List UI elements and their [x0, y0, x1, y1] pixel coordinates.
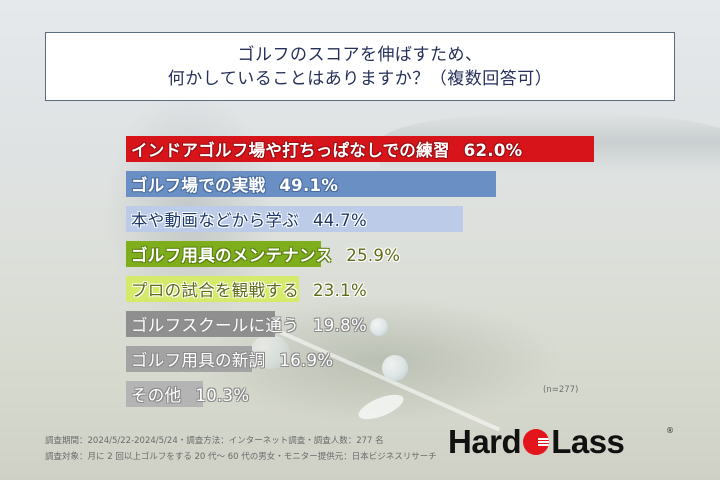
- bar: [126, 276, 299, 302]
- bar-label: ゴルフ場での実戦 49.1%: [126, 172, 338, 196]
- bar: [126, 241, 321, 267]
- bar-row: 本や動画などから学ぶ 44.7%: [126, 206, 463, 232]
- bar-row: その他 10.3%: [126, 381, 249, 407]
- bar-value: 44.7%: [313, 211, 367, 230]
- question-title-box: ゴルフのスコアを伸ばすため、 何かしていることはありますか？（複数回答可）: [45, 32, 675, 101]
- hardlass-logo: Hard Lass: [448, 423, 625, 460]
- bar-category: ゴルフスクールに通う: [131, 316, 299, 335]
- bar-category: その他: [131, 386, 182, 405]
- bar-value: 10.3%: [195, 386, 250, 405]
- bar-label: 本や動画などから学ぶ 44.7%: [126, 207, 367, 231]
- bar-row: プロの試合を観戦する 23.1%: [126, 276, 367, 302]
- bar-value: 62.0%: [463, 141, 523, 160]
- bar-label: その他 10.3%: [126, 382, 249, 406]
- bar-row: ゴルフ場での実戦 49.1%: [126, 171, 496, 197]
- golf-ball: [370, 318, 388, 336]
- logo-red-ball-icon: [523, 429, 550, 455]
- bar-label: ゴルフスクールに通う 19.8%: [126, 312, 367, 336]
- bar-category: 本や動画などから学ぶ: [131, 211, 299, 230]
- bar-value: 49.1%: [279, 176, 339, 195]
- bar-label: プロの試合を観戦する 23.1%: [126, 277, 367, 301]
- bar-value: 16.9%: [279, 351, 334, 370]
- bar-row: インドアゴルフ場や打ちっぱなしでの練習 62.0%: [126, 136, 594, 162]
- survey-target-note: 調査対象：月に 2 回以上ゴルフをする 20 代～ 60 代の男女・モニター提供…: [45, 452, 437, 462]
- bar: [126, 206, 463, 232]
- bar-value: 19.8%: [313, 316, 367, 335]
- golf-club-head: [355, 389, 407, 425]
- bar-category: ゴルフ用具のメンテナンス: [131, 246, 333, 265]
- bar: [126, 381, 203, 407]
- bar-value: 25.9%: [346, 246, 401, 265]
- survey-period-note: 調査期間：2024/5/22-2024/5/24・調査方法：インターネット調査・…: [45, 436, 384, 446]
- bar-row: ゴルフ用具のメンテナンス 25.9%: [126, 241, 400, 267]
- question-title-line-2: 何かしていることはありますか？（複数回答可）: [167, 68, 553, 89]
- bar-row: ゴルフ用具の新調 16.9%: [126, 346, 333, 372]
- bar-label: インドアゴルフ場や打ちっぱなしでの練習 62.0%: [126, 137, 522, 161]
- golf-ball: [382, 355, 408, 381]
- bar: [126, 171, 496, 197]
- logo-text-left: Hard: [448, 423, 522, 460]
- logo-text-right: Lass: [551, 423, 625, 460]
- bar: [126, 136, 594, 162]
- question-title-line-1: ゴルフのスコアを伸ばすため、: [237, 44, 483, 65]
- bar-category: インドアゴルフ場や打ちっぱなしでの練習: [131, 141, 450, 160]
- bar-label: ゴルフ用具の新調 16.9%: [126, 347, 333, 371]
- bar-category: プロの試合を観戦する: [131, 281, 299, 300]
- bar-label: ゴルフ用具のメンテナンス 25.9%: [126, 242, 400, 266]
- sample-size-note: (n=277): [543, 385, 579, 395]
- bar-category: ゴルフ用具の新調: [131, 351, 266, 370]
- bar: [126, 311, 275, 337]
- bar-row: ゴルフスクールに通う 19.8%: [126, 311, 367, 337]
- bar: [126, 346, 252, 372]
- registered-mark: ®: [666, 426, 674, 435]
- bar-category: ゴルフ場での実戦: [131, 176, 266, 195]
- bar-value: 23.1%: [313, 281, 367, 300]
